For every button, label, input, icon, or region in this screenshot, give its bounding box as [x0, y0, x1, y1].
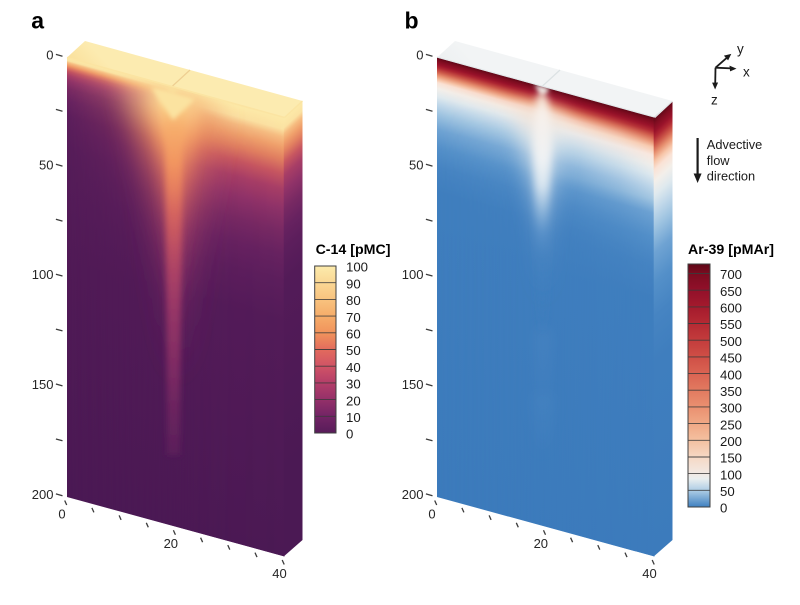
svg-text:b: b [405, 8, 419, 34]
svg-text:flow: flow [707, 153, 731, 168]
svg-text:350: 350 [720, 384, 742, 399]
svg-text:40: 40 [346, 360, 361, 375]
svg-text:0: 0 [416, 48, 423, 63]
svg-text:100: 100 [402, 267, 424, 282]
svg-text:150: 150 [402, 377, 424, 392]
svg-text:30: 30 [346, 377, 361, 392]
svg-text:200: 200 [32, 487, 54, 502]
svg-text:700: 700 [720, 267, 742, 282]
svg-text:20: 20 [346, 393, 361, 408]
svg-text:Ar-39 [pMAr]: Ar-39 [pMAr] [688, 242, 774, 258]
svg-text:40: 40 [642, 566, 656, 581]
svg-text:y: y [737, 42, 744, 57]
svg-text:20: 20 [534, 536, 548, 551]
svg-text:direction: direction [707, 169, 755, 184]
svg-text:150: 150 [32, 377, 54, 392]
svg-text:100: 100 [32, 267, 54, 282]
svg-text:200: 200 [720, 434, 742, 449]
svg-text:C-14 [pMC]: C-14 [pMC] [316, 242, 391, 258]
svg-text:a: a [31, 8, 44, 34]
svg-text:550: 550 [720, 317, 742, 332]
svg-text:250: 250 [720, 417, 742, 432]
svg-text:90: 90 [346, 276, 361, 291]
svg-text:20: 20 [164, 536, 178, 551]
svg-text:0: 0 [58, 507, 65, 522]
svg-text:100: 100 [346, 260, 368, 275]
svg-text:400: 400 [720, 367, 742, 382]
svg-text:0: 0 [346, 427, 353, 442]
svg-text:150: 150 [720, 451, 742, 466]
svg-text:200: 200 [402, 487, 424, 502]
svg-text:40: 40 [272, 566, 286, 581]
svg-text:500: 500 [720, 334, 742, 349]
svg-text:450: 450 [720, 351, 742, 366]
svg-text:600: 600 [720, 301, 742, 316]
svg-text:650: 650 [720, 284, 742, 299]
svg-text:0: 0 [428, 507, 435, 522]
svg-text:300: 300 [720, 401, 742, 416]
svg-text:80: 80 [346, 293, 361, 308]
svg-text:50: 50 [346, 343, 361, 358]
svg-text:50: 50 [409, 157, 423, 172]
svg-text:10: 10 [346, 410, 361, 425]
svg-text:0: 0 [46, 48, 53, 63]
svg-text:z: z [711, 93, 718, 108]
svg-text:0: 0 [720, 501, 727, 516]
svg-text:x: x [743, 65, 750, 80]
svg-text:70: 70 [346, 310, 361, 325]
svg-text:50: 50 [720, 484, 735, 499]
svg-text:Advective: Advective [707, 137, 762, 152]
svg-text:50: 50 [39, 157, 53, 172]
svg-text:60: 60 [346, 327, 361, 342]
svg-text:100: 100 [720, 467, 742, 482]
